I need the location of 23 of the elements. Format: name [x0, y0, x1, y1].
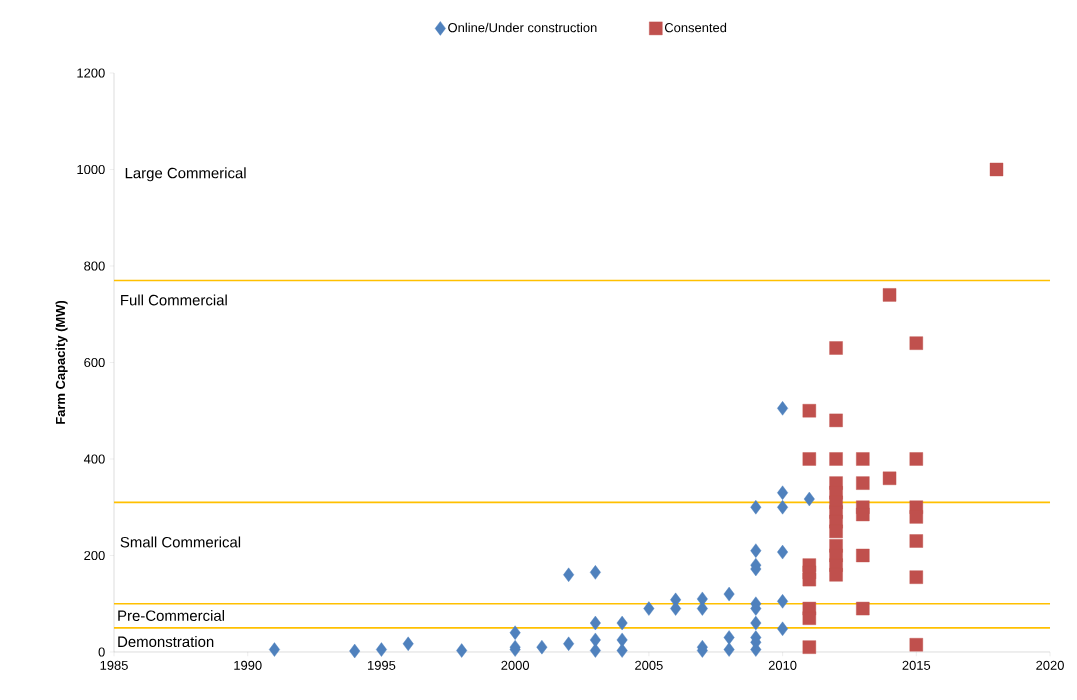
annotation: Small Commerical — [120, 536, 241, 548]
legend-label: Consented — [664, 22, 727, 33]
x-tick-label: 2005 — [635, 660, 663, 670]
x-tick-label: 2010 — [768, 660, 797, 670]
y-tick-label: 0 — [98, 647, 105, 657]
x-tick-label: 2020 — [1036, 660, 1064, 670]
y-tick-label: 200 — [84, 550, 105, 561]
y-tick-label: 1200 — [77, 68, 105, 78]
y-tick-label: 400 — [83, 454, 105, 464]
y-axis-title: Farm Capacity (MW) — [55, 300, 68, 424]
x-tick-label: 1990 — [234, 660, 262, 670]
x-tick-label: 2015 — [902, 660, 931, 670]
x-tick-label: 2000 — [501, 660, 530, 670]
annotation: Demonstration — [118, 636, 214, 648]
annotation: Pre-Commercial — [118, 610, 224, 621]
legend-label: Online/Under construction — [448, 22, 597, 33]
annotation: Full Commercial — [121, 294, 227, 306]
y-tick-label: 800 — [84, 261, 105, 271]
y-tick-label: 1000 — [77, 164, 105, 175]
annotation: Large Commerical — [125, 167, 246, 182]
x-tick-label: 1995 — [368, 660, 396, 670]
y-tick-label: 600 — [84, 357, 105, 368]
x-tick-label: 1985 — [100, 660, 128, 670]
